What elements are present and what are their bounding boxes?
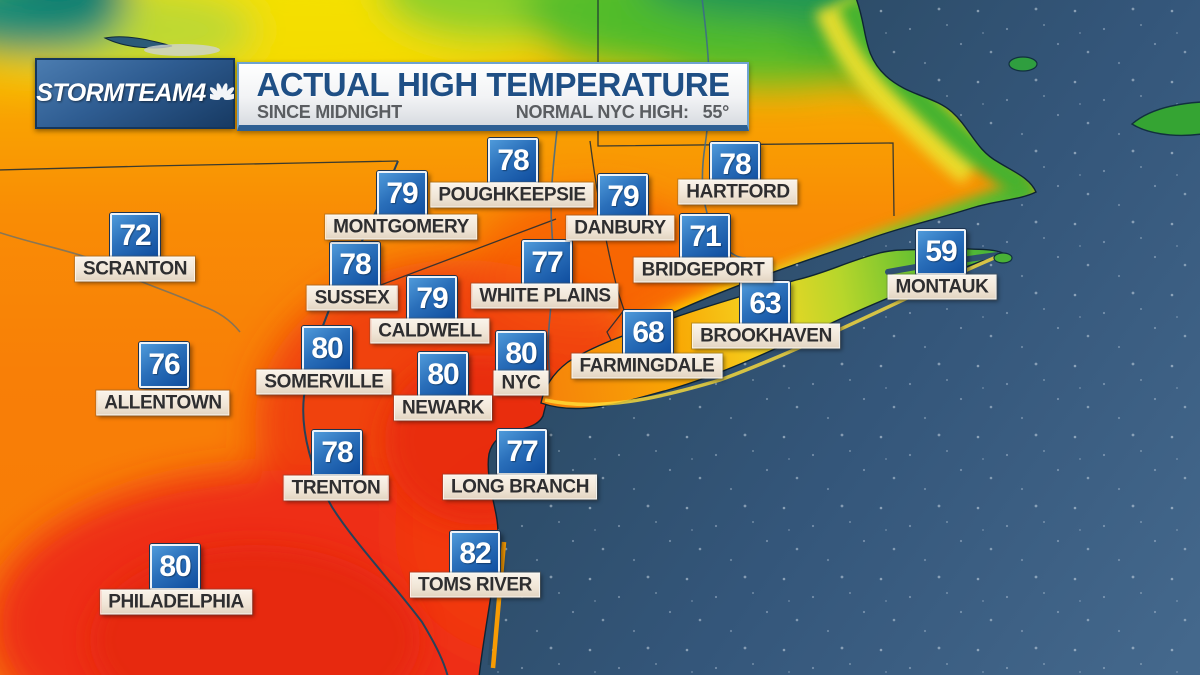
- temp-badge: 78: [312, 430, 362, 476]
- temp-badge: 78: [330, 242, 380, 288]
- temp-badge: 79: [377, 171, 427, 217]
- city-label: FARMINGDALE: [571, 353, 723, 379]
- subtitle-since-midnight: SINCE MIDNIGHT: [257, 102, 402, 122]
- nbc-peacock-icon: [205, 79, 238, 108]
- temp-badge: 77: [522, 240, 572, 286]
- temp-badge: 82: [450, 531, 500, 577]
- city-label: ALLENTOWN: [96, 390, 230, 416]
- city-label: BRIDGEPORT: [633, 257, 773, 283]
- city-label: POUGHKEEPSIE: [430, 182, 594, 208]
- temp-badge: 80: [302, 326, 352, 372]
- city-label: BROOKHAVEN: [692, 323, 840, 349]
- temp-badge: 71: [680, 214, 730, 260]
- logo-team-text: TEAM: [123, 79, 193, 107]
- city-label: MONTGOMERY: [325, 214, 477, 240]
- city-label: TRENTON: [283, 475, 389, 501]
- subtitle-row: SINCE MIDNIGHT NORMAL NYC HIGH: 55°: [239, 102, 747, 122]
- city-label: NYC: [493, 370, 549, 396]
- temp-badge: 79: [598, 174, 648, 220]
- temp-badge: 80: [418, 352, 468, 398]
- city-label: SOMERVILLE: [256, 369, 392, 395]
- city-label: PHILADELPHIA: [100, 589, 252, 615]
- temp-badge: 72: [110, 213, 160, 259]
- temp-badge: 63: [740, 281, 790, 327]
- city-label: WHITE PLAINS: [471, 283, 619, 309]
- temp-badge: 76: [139, 342, 189, 388]
- temp-badge: 77: [497, 429, 547, 475]
- temp-badge: 68: [623, 310, 673, 356]
- city-label: NEWARK: [393, 395, 493, 421]
- logo-four-text: 4: [192, 79, 206, 107]
- stormteam4-logo: STORM TEAM 4: [35, 58, 238, 129]
- temp-badge: 78: [488, 138, 538, 184]
- city-label: DANBURY: [566, 215, 674, 241]
- temp-badge: 59: [916, 229, 966, 275]
- temp-badge: 80: [150, 544, 200, 590]
- logo-storm-text: STORM: [36, 79, 124, 107]
- subtitle-normal-high: NORMAL NYC HIGH: 55°: [515, 102, 730, 122]
- map-title: ACTUAL HIGH TEMPERATURE: [256, 66, 730, 103]
- city-label: HARTFORD: [678, 179, 798, 205]
- normal-high-label: NORMAL NYC HIGH:: [515, 102, 689, 122]
- city-label: SUSSEX: [306, 285, 398, 311]
- city-label: MONTAUK: [887, 274, 997, 300]
- city-label: SCRANTON: [74, 256, 196, 282]
- normal-high-value: 55°: [702, 102, 730, 122]
- temp-badge: 79: [407, 276, 457, 322]
- city-label: TOMS RIVER: [410, 572, 540, 598]
- title-banner: ACTUAL HIGH TEMPERATURE SINCE MIDNIGHT N…: [237, 62, 749, 131]
- stormteam4-logo-text: STORM TEAM 4: [36, 79, 238, 108]
- city-label: LONG BRANCH: [442, 474, 598, 500]
- city-label: CALDWELL: [370, 318, 490, 344]
- temp-badge: 80: [496, 331, 546, 377]
